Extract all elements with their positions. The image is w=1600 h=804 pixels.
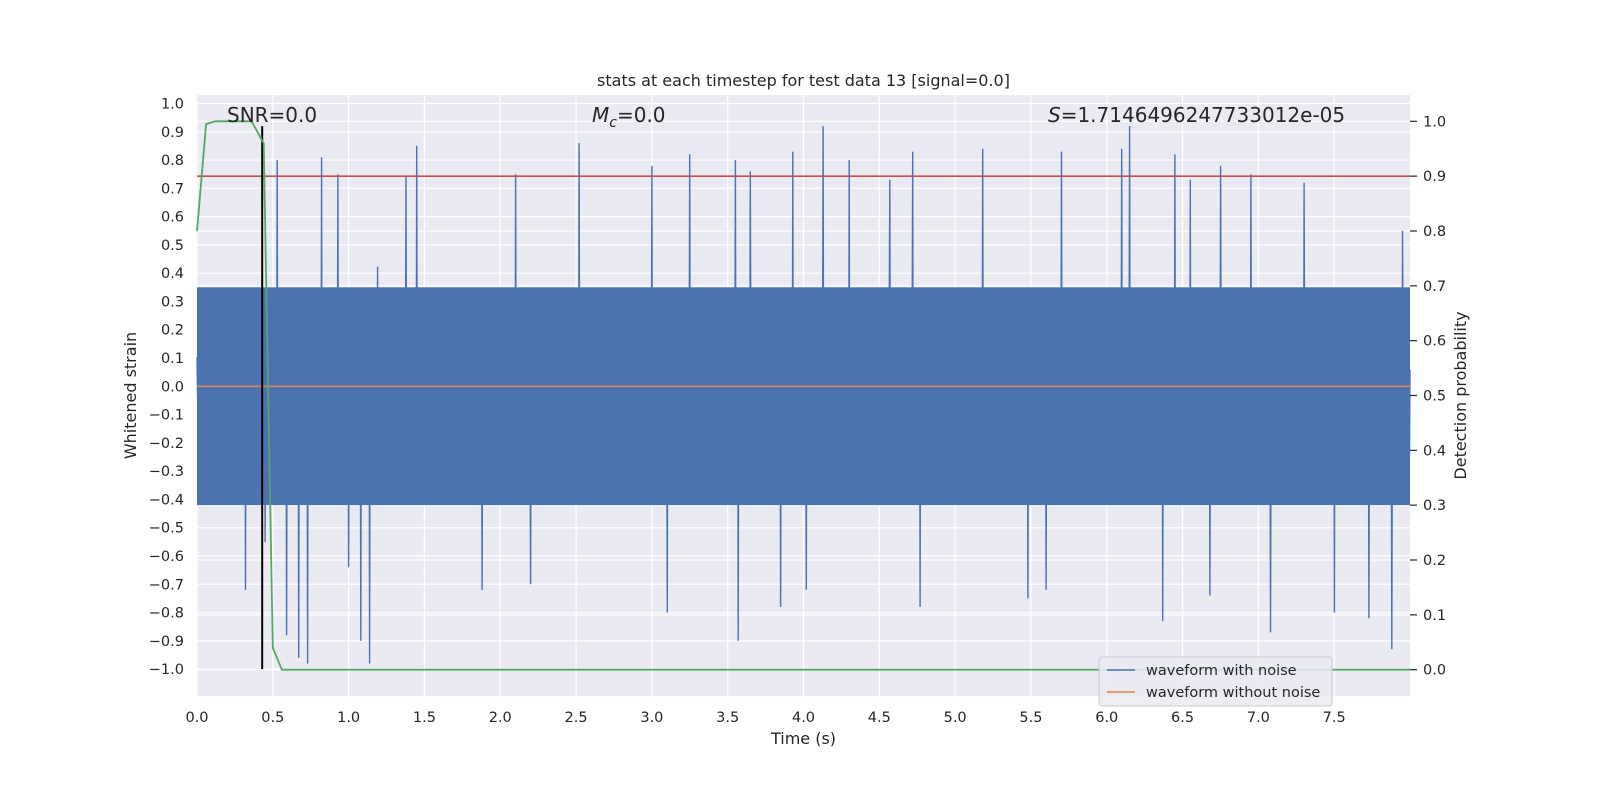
- y-tick-label: −0.9: [149, 634, 184, 650]
- y2-tick-label: 0.9: [1423, 169, 1446, 185]
- y-tick-label: −0.6: [149, 549, 184, 565]
- s-symbol: S: [1048, 103, 1061, 127]
- y-tick-label: 0.9: [161, 125, 184, 141]
- y2-tick-label: 0.6: [1423, 334, 1446, 350]
- mc-subscript: c: [609, 115, 617, 131]
- y-tick-label: 0.4: [161, 266, 184, 282]
- legend-label-waveform-with-noise: waveform with noise: [1146, 663, 1297, 679]
- y-axis-label: Whitened strain: [121, 332, 140, 459]
- x-tick-label: 4.5: [868, 710, 891, 726]
- y2-tick-label: 0.0: [1423, 663, 1446, 679]
- y-tick-label: −0.3: [149, 464, 184, 480]
- x-tick-label: 1.5: [413, 710, 436, 726]
- tick-labels: 0.0 0.5 1.0 1.5 2.0 2.5 3.0 3.5 4.0 4.5 5.0 5.5 6.0 6…: [149, 96, 1446, 726]
- y2-tick-label: 0.2: [1423, 553, 1446, 569]
- legend: waveform with noise waveform without noi…: [1098, 656, 1333, 707]
- y-tick-label: −0.4: [149, 492, 184, 508]
- y-tick-label: 1.0: [161, 96, 184, 112]
- y-tick-label: 0.2: [161, 323, 184, 339]
- x-tick-label: 6.5: [1171, 710, 1194, 726]
- x-tick-label: 5.5: [1019, 710, 1042, 726]
- y-tick-label: −0.5: [149, 521, 184, 537]
- y2-tick-label: 0.7: [1423, 279, 1446, 295]
- y-tick-label: −0.7: [149, 577, 184, 593]
- s-value: =1.7146496247733012e-05: [1061, 103, 1345, 127]
- y-tick-label: −0.8: [149, 606, 184, 622]
- y-tick-label: 0.8: [161, 153, 184, 169]
- y-tick-label: −0.1: [149, 408, 184, 424]
- y2-axis-label: Detection probability: [1451, 311, 1470, 479]
- chart-title: stats at each timestep for test data 13 …: [597, 71, 1010, 90]
- y2-tick-label: 0.8: [1423, 224, 1446, 240]
- series-detection-probability: [196, 120, 1410, 671]
- s-annotation: S=1.7146496247733012e-05: [1048, 103, 1345, 127]
- y2-tick-label: 1.0: [1423, 114, 1446, 130]
- y2-tick-label: 0.5: [1423, 389, 1446, 405]
- x-tick-label: 6.0: [1095, 710, 1118, 726]
- legend-box: [1098, 656, 1333, 707]
- x-tick-label: 2.0: [489, 710, 512, 726]
- series-waveform-with-noise-band: [197, 287, 1410, 506]
- y2-tick-label: 0.1: [1423, 608, 1446, 624]
- x-tick-label: 7.5: [1323, 710, 1346, 726]
- x-axis-label: Time (s): [770, 729, 836, 748]
- x-tick-label: 1.0: [337, 710, 360, 726]
- mc-value: =0.0: [617, 103, 666, 127]
- x-tick-label: 4.0: [792, 710, 815, 726]
- snr-annotation: SNR=0.0: [227, 103, 317, 127]
- y2-tick-label: 0.4: [1423, 443, 1446, 459]
- y-tick-label: 0.1: [161, 351, 184, 367]
- y2-tick-label: 0.3: [1423, 498, 1446, 514]
- legend-label-waveform-without-noise: waveform without noise: [1146, 685, 1320, 701]
- y-tick-label: 0.7: [161, 181, 184, 197]
- y-tick-label: −1.0: [149, 662, 184, 678]
- y-tick-label: 0.6: [161, 210, 184, 226]
- y-tick-label: −0.2: [149, 436, 184, 452]
- chirp-mass-annotation: Mc=0.0: [592, 103, 666, 131]
- x-tick-label: 3.5: [716, 710, 739, 726]
- series-layer: [196, 120, 1411, 671]
- x-tick-label: 0.0: [185, 710, 208, 726]
- y-tick-label: 0.3: [161, 294, 184, 310]
- x-tick-label: 5.0: [944, 710, 967, 726]
- x-tick-label: 2.5: [565, 710, 588, 726]
- x-tick-label: 3.0: [640, 710, 663, 726]
- x-tick-label: 7.0: [1247, 710, 1270, 726]
- mc-symbol: M: [592, 103, 609, 127]
- x-tick-label: 0.5: [261, 710, 284, 726]
- y-tick-label: 0.0: [161, 379, 184, 395]
- y-tick-label: 0.5: [161, 238, 184, 254]
